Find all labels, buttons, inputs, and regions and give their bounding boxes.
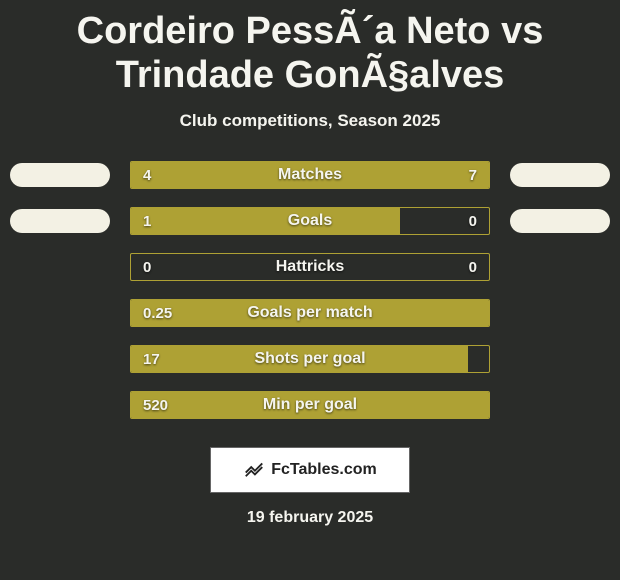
- stat-label: Matches: [131, 162, 489, 188]
- stat-bar: 10Goals: [130, 207, 490, 235]
- stat-bar: 00Hattricks: [130, 253, 490, 281]
- footer-date: 19 february 2025: [0, 509, 620, 527]
- pill-spacer: [10, 393, 110, 417]
- source-badge[interactable]: FcTables.com: [210, 447, 410, 493]
- pill-spacer: [10, 347, 110, 371]
- pill-spacer: [10, 301, 110, 325]
- stat-row: 47Matches: [0, 161, 620, 189]
- stat-row: 00Hattricks: [0, 253, 620, 281]
- stat-bar: 17Shots per goal: [130, 345, 490, 373]
- stat-row: 520Min per goal: [0, 391, 620, 419]
- page-title: Cordeiro PessÃ´a Neto vs Trindade GonÃ§a…: [0, 10, 620, 97]
- player-right-pill: [510, 209, 610, 233]
- chart-icon: [243, 457, 265, 484]
- stats-rows: 47Matches 10Goals 00Hattricks 0.25Goals per…: [0, 161, 620, 419]
- stat-row: 10Goals: [0, 207, 620, 235]
- pill-spacer: [10, 255, 110, 279]
- stat-label: Min per goal: [131, 392, 489, 418]
- player-left-pill: [10, 163, 110, 187]
- stat-label: Shots per goal: [131, 346, 489, 372]
- pill-spacer: [510, 255, 610, 279]
- player-left-pill: [10, 209, 110, 233]
- pill-spacer: [510, 393, 610, 417]
- stat-label: Hattricks: [131, 254, 489, 280]
- stat-row: 17Shots per goal: [0, 345, 620, 373]
- player-right-pill: [510, 163, 610, 187]
- pill-spacer: [510, 301, 610, 325]
- pill-spacer: [510, 347, 610, 371]
- stat-label: Goals: [131, 208, 489, 234]
- stat-label: Goals per match: [131, 300, 489, 326]
- stat-bar: 0.25Goals per match: [130, 299, 490, 327]
- page-subtitle: Club competitions, Season 2025: [0, 111, 620, 131]
- stat-bar: 520Min per goal: [130, 391, 490, 419]
- comparison-card: Cordeiro PessÃ´a Neto vs Trindade GonÃ§a…: [0, 0, 620, 580]
- source-badge-label: FcTables.com: [271, 461, 377, 479]
- stat-bar: 47Matches: [130, 161, 490, 189]
- stat-row: 0.25Goals per match: [0, 299, 620, 327]
